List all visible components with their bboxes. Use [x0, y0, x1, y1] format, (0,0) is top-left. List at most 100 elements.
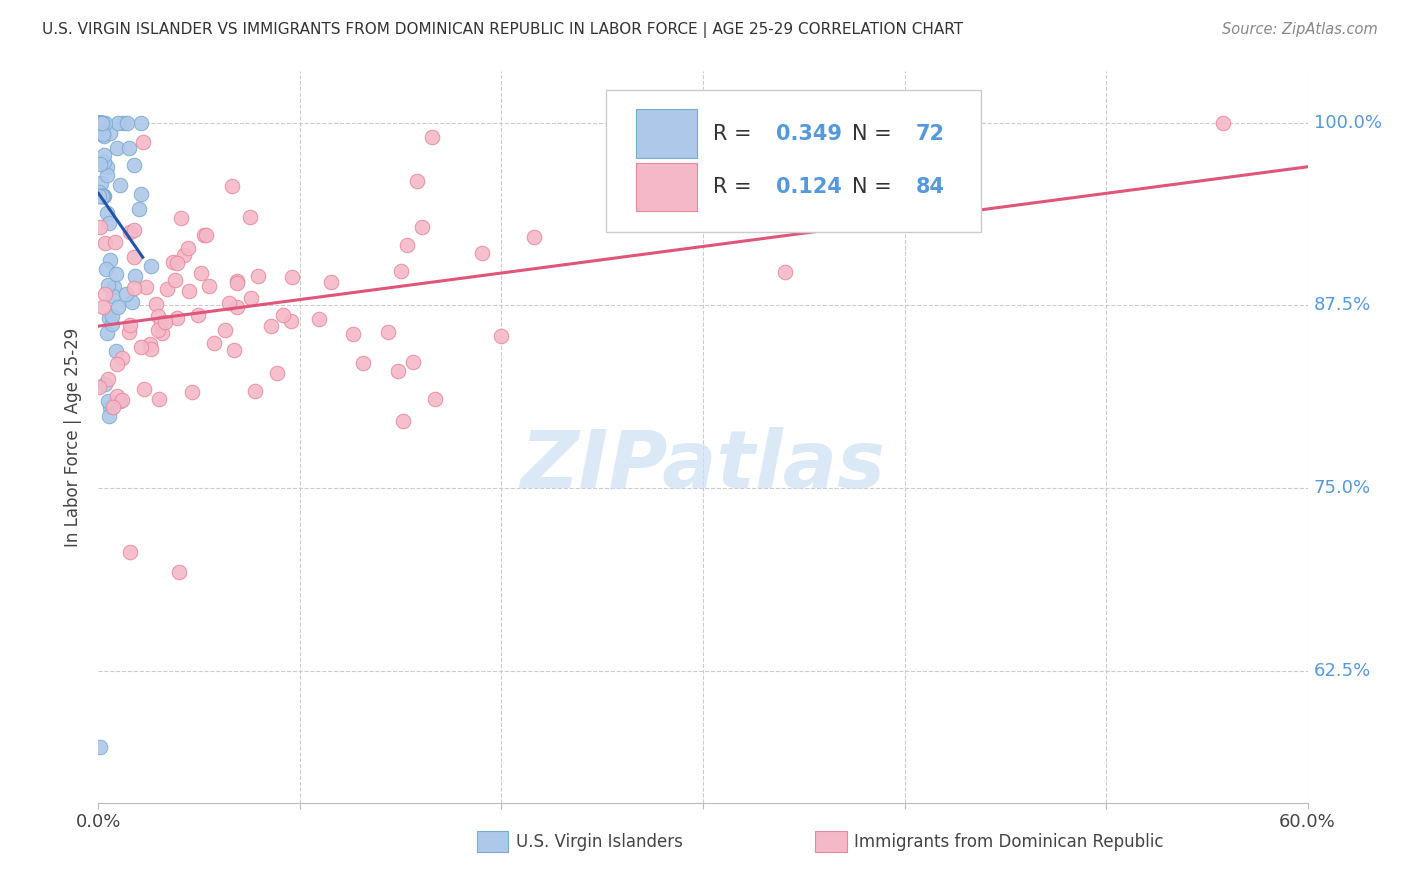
Point: [90, 115, 112, 129]
Point: [94, 376, 117, 391]
Point: [420, 130, 443, 145]
Point: [246, 269, 269, 284]
Point: [101, 400, 124, 414]
Point: [266, 367, 288, 381]
Point: [226, 277, 249, 291]
FancyBboxPatch shape: [637, 163, 697, 211]
Point: [98, 409, 121, 423]
Point: [139, 259, 162, 273]
Point: [89, 115, 111, 129]
Point: [523, 229, 546, 244]
Point: [411, 220, 433, 235]
Point: [105, 357, 128, 371]
Y-axis label: In Labor Force | Age 25-29: In Labor Force | Age 25-29: [65, 327, 83, 547]
Point: [89, 115, 111, 129]
Point: [226, 300, 249, 314]
Point: [146, 323, 169, 337]
Text: U.S. Virgin Islanders: U.S. Virgin Islanders: [516, 832, 682, 851]
Text: Source: ZipAtlas.com: Source: ZipAtlas.com: [1222, 22, 1378, 37]
Point: [118, 318, 141, 333]
Point: [90, 115, 112, 129]
Point: [89, 115, 111, 129]
Point: [1212, 115, 1234, 129]
Point: [224, 343, 246, 358]
Point: [111, 115, 134, 129]
Point: [239, 292, 262, 306]
Point: [139, 342, 162, 356]
Point: [132, 135, 155, 149]
Point: [221, 178, 243, 193]
Point: [90, 115, 112, 129]
FancyBboxPatch shape: [815, 830, 846, 852]
Point: [162, 255, 184, 269]
Point: [177, 285, 200, 299]
Point: [93, 188, 115, 202]
Point: [156, 282, 179, 296]
Text: Immigrants from Dominican Republic: Immigrants from Dominican Republic: [855, 832, 1164, 851]
Point: [91, 127, 114, 141]
Point: [239, 211, 262, 225]
Point: [167, 565, 190, 579]
Point: [389, 264, 412, 278]
Text: 62.5%: 62.5%: [1313, 662, 1371, 680]
Point: [202, 335, 225, 350]
Point: [163, 273, 186, 287]
Point: [280, 269, 302, 284]
Point: [105, 343, 128, 358]
Text: R =: R =: [713, 123, 758, 144]
Point: [107, 301, 129, 315]
Text: 0.124: 0.124: [776, 177, 841, 197]
Point: [89, 156, 111, 170]
Point: [94, 235, 117, 250]
Point: [103, 289, 125, 303]
Point: [405, 174, 427, 188]
Point: [170, 211, 193, 225]
Point: [90, 115, 112, 129]
Point: [218, 296, 240, 310]
Point: [121, 294, 143, 309]
Point: [177, 241, 200, 255]
Point: [107, 389, 129, 403]
Point: [108, 178, 131, 192]
FancyBboxPatch shape: [477, 830, 509, 852]
Point: [98, 311, 121, 326]
Point: [98, 126, 121, 140]
Point: [96, 206, 118, 220]
Point: [194, 227, 217, 242]
Point: [377, 325, 399, 339]
Point: [132, 382, 155, 396]
Point: [129, 341, 152, 355]
FancyBboxPatch shape: [637, 110, 697, 158]
Point: [308, 312, 330, 326]
Point: [148, 309, 170, 323]
Point: [89, 219, 111, 234]
Point: [96, 326, 118, 340]
Point: [280, 314, 302, 328]
Point: [91, 115, 114, 129]
Point: [103, 235, 125, 249]
Point: [198, 279, 221, 293]
Point: [387, 364, 409, 378]
Text: 72: 72: [915, 123, 945, 144]
Point: [135, 280, 157, 294]
Point: [90, 115, 112, 129]
Point: [187, 308, 209, 322]
Point: [89, 115, 111, 129]
Point: [97, 371, 120, 385]
Point: [129, 187, 152, 202]
Point: [89, 115, 111, 129]
Point: [260, 318, 283, 333]
Point: [122, 251, 145, 265]
Point: [117, 115, 139, 129]
Point: [101, 317, 124, 331]
Text: ZIPatlas: ZIPatlas: [520, 427, 886, 506]
Point: [129, 115, 152, 129]
Text: 100.0%: 100.0%: [1313, 113, 1382, 131]
Point: [89, 115, 111, 129]
Point: [319, 276, 342, 290]
Text: 0.349: 0.349: [776, 123, 842, 144]
Point: [150, 326, 173, 341]
Point: [89, 115, 111, 129]
Point: [124, 158, 146, 172]
Point: [153, 315, 176, 329]
